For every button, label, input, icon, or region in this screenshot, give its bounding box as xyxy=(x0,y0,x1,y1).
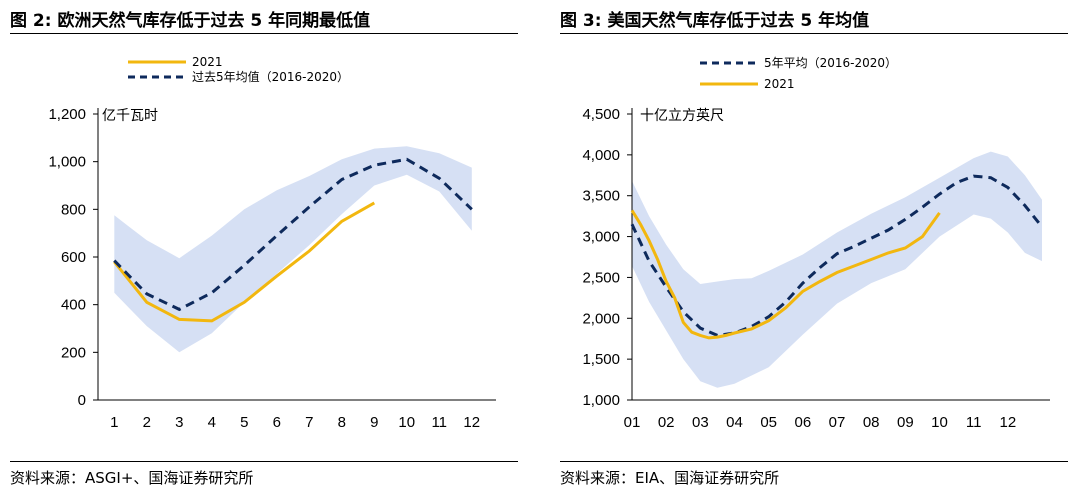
x-tick-label: 10 xyxy=(931,414,948,431)
x-tick-label: 05 xyxy=(760,414,777,431)
figure-3-panel: 图 3: 美国天然气库存低于过去 5 年均值 1,000 1,500 2,000 2,… xyxy=(560,0,1080,498)
y-tick-label: 800 xyxy=(61,201,86,218)
x-tick-label: 11 xyxy=(431,414,447,431)
x-tick-label: 04 xyxy=(726,414,743,431)
y-tick-label: 2,000 xyxy=(582,310,620,327)
x-tick-label: 07 xyxy=(829,414,846,431)
figure-2-panel: 图 2: 欧洲天然气库存低于过去 5 年同期最低值 0 200 400 600 800 1… xyxy=(10,0,530,498)
x-tick-label: 08 xyxy=(863,414,880,431)
figure-2-title: 图 2: 欧洲天然气库存低于过去 5 年同期最低值 xyxy=(10,11,371,31)
legend-label: 过去5年均值（2016-2020） xyxy=(192,69,349,84)
y-tick-label: 4,000 xyxy=(582,147,620,164)
y-unit-label: 亿千瓦时 xyxy=(102,108,158,124)
x-tick-label: 02 xyxy=(658,414,675,431)
year-2021-line xyxy=(113,201,376,323)
x-tick-label: 03 xyxy=(692,414,709,431)
y-tick-label: 3,500 xyxy=(582,188,620,205)
y-unit-label: 十亿立方英尺 xyxy=(640,107,724,124)
legend-label: 2021 xyxy=(192,55,223,69)
figure-3-title: 图 3: 美国天然气库存低于过去 5 年均值 xyxy=(560,11,870,31)
x-tick-label: 09 xyxy=(897,414,914,431)
y-tick-label: 4,500 xyxy=(582,106,620,123)
legend-label: 2021 xyxy=(764,77,795,91)
x-tick-label: 4 xyxy=(208,414,216,431)
historical-range-band xyxy=(114,146,472,353)
x-tick-label: 7 xyxy=(305,414,313,431)
source-divider xyxy=(560,461,1068,462)
x-tick-label: 6 xyxy=(273,414,281,431)
y-tick-label: 1,000 xyxy=(48,154,86,171)
x-tick-label: 3 xyxy=(175,414,183,431)
x-tick-label: 12 xyxy=(999,414,1016,431)
y-tick-label: 0 xyxy=(78,392,86,409)
x-tick-label: 01 xyxy=(624,414,641,431)
title-divider xyxy=(10,33,518,34)
x-tick-label: 11 xyxy=(966,414,982,431)
title-divider xyxy=(560,33,1068,34)
y-tick-label: 600 xyxy=(61,249,86,266)
x-tick-label: 8 xyxy=(338,414,346,431)
y-tick-label: 2,500 xyxy=(582,269,620,286)
historical-range-band xyxy=(632,151,1042,388)
figure-2-source: 资料来源：ASGI+、国海证券研究所 xyxy=(10,469,254,487)
source-divider xyxy=(10,461,518,462)
legend-label: 5年平均（2016-2020） xyxy=(764,56,897,70)
figure-3-source: 资料来源：EIA、国海证券研究所 xyxy=(560,469,780,487)
x-tick-label: 5 xyxy=(240,414,248,431)
y-tick-label: 1,200 xyxy=(48,106,86,123)
y-tick-label: 1,000 xyxy=(582,392,620,409)
year-2021-line xyxy=(630,209,941,340)
x-tick-label: 06 xyxy=(794,414,811,431)
us-gas-storage-chart: 1,000 1,500 2,000 2,500 3,000 3,500 4,000 4,500… xyxy=(582,56,1050,431)
x-tick-label: 2 xyxy=(143,414,151,431)
five-year-average-line xyxy=(630,174,1044,337)
x-tick-label: 10 xyxy=(398,414,415,431)
five-year-average-line xyxy=(113,157,473,312)
y-tick-label: 200 xyxy=(61,344,86,361)
y-tick-label: 1,500 xyxy=(582,351,620,368)
x-tick-label: 1 xyxy=(110,414,118,431)
y-tick-label: 3,000 xyxy=(582,229,620,246)
x-tick-label: 12 xyxy=(463,414,480,431)
x-tick-label: 9 xyxy=(370,414,378,431)
y-tick-label: 400 xyxy=(61,297,86,314)
